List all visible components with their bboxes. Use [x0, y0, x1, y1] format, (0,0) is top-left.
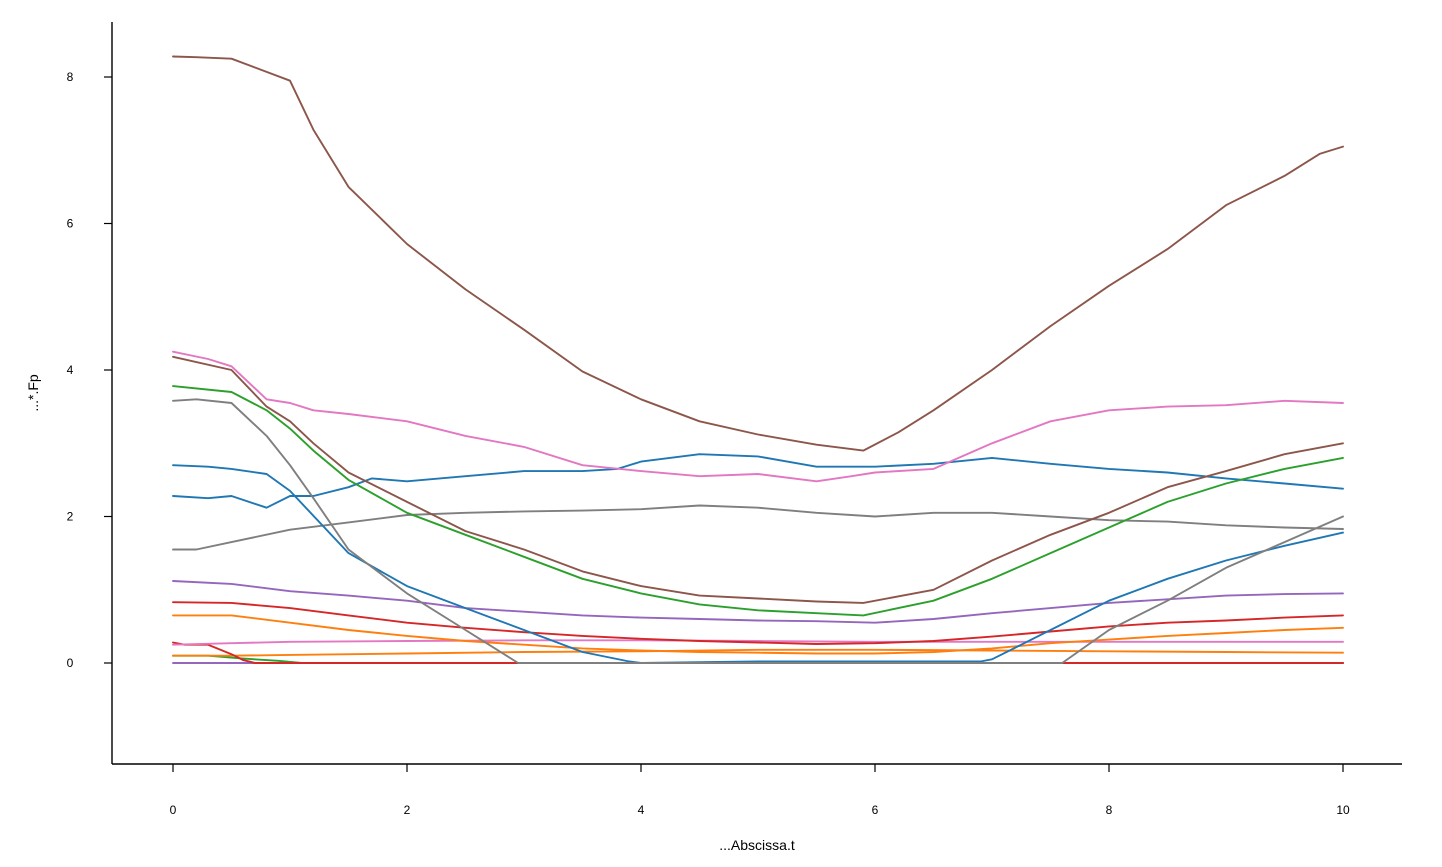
series-layer — [172, 55, 1344, 664]
y-tick-label: 2 — [67, 510, 74, 524]
series-line — [172, 350, 1344, 483]
series-line — [172, 504, 1344, 551]
series-line — [172, 355, 1344, 604]
x-ticks: 0 2 4 6 8 10 — [170, 764, 1350, 817]
x-tick-label: 4 — [638, 803, 645, 817]
x-tick-label: 6 — [872, 803, 879, 817]
x-tick-label: 2 — [404, 803, 411, 817]
x-tick-label: 8 — [1106, 803, 1113, 817]
series-line — [172, 385, 1344, 617]
series-line — [172, 601, 1344, 645]
axes — [111, 22, 1402, 765]
y-axis-title: ...*.Fp — [25, 374, 41, 412]
y-tick-label: 8 — [67, 70, 74, 84]
x-axis-title: ...Abscissa.t — [719, 837, 795, 853]
series-line — [172, 55, 1344, 452]
series-line — [172, 648, 1344, 657]
series-line — [172, 398, 1344, 664]
series-line — [172, 464, 1344, 664]
x-tick-label: 10 — [1336, 803, 1350, 817]
series-line — [172, 614, 1344, 655]
y-tick-label: 6 — [67, 217, 74, 231]
y-ticks: 0 2 4 6 8 — [67, 70, 112, 670]
x-tick-label: 0 — [170, 803, 177, 817]
y-tick-label: 4 — [67, 363, 74, 377]
series-line — [172, 580, 1344, 624]
y-tick-label: 0 — [67, 656, 74, 670]
